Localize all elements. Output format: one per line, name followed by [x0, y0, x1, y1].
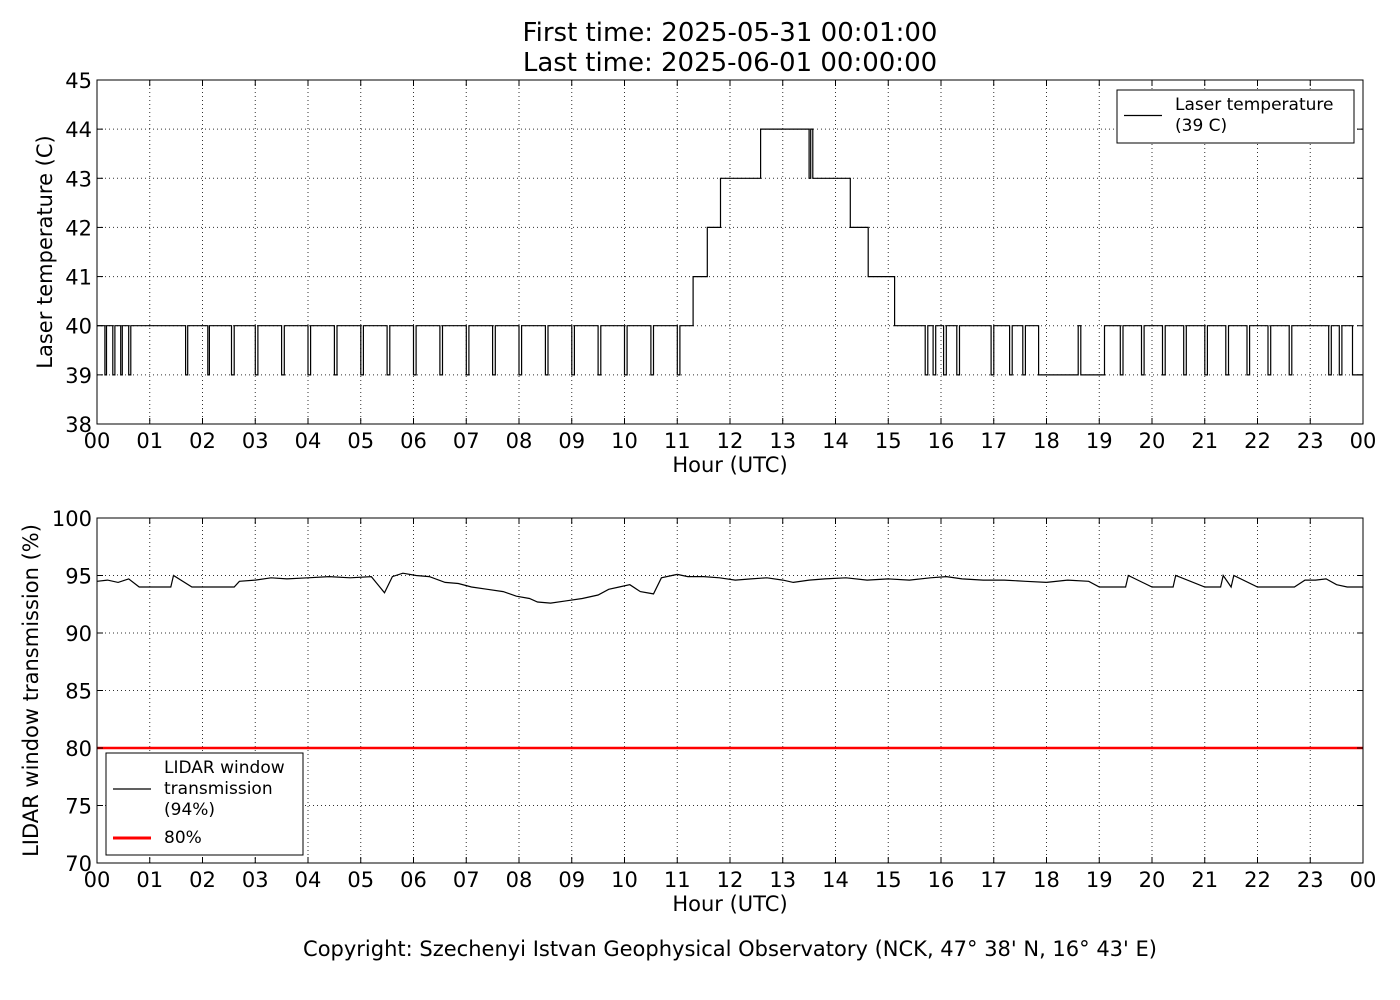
panel2-xtick-label: 05 — [347, 868, 374, 892]
panel1-ytick-label: 40 — [65, 315, 92, 339]
panel1-legend-label-1: Laser temperature — [1175, 95, 1333, 115]
panel1-xtick-label: 00 — [84, 429, 111, 453]
panel1-yaxis-label: Laser temperature (C) — [33, 135, 57, 368]
panel2-ytick-label: 80 — [65, 737, 92, 761]
panel2-legend-label-1: (94%) — [164, 800, 215, 820]
panel2-xtick-label: 14 — [822, 868, 849, 892]
panel1-plot: 00 01 02 03 04 05 06 07 08 09 10 11 12 13 14 15 16 17 18 19… — [33, 69, 1376, 477]
panel2-ytick-label: 85 — [65, 680, 92, 704]
panel1-xtick-label: 18 — [1033, 429, 1060, 453]
panel1-ytick-label: 43 — [65, 167, 92, 191]
panel1-xtick-label: 00 — [1350, 429, 1377, 453]
panel1-xtick-label: 20 — [1139, 429, 1166, 453]
panel2-xtick-label: 15 — [875, 868, 902, 892]
panel2-xtick-label: 19 — [1086, 868, 1113, 892]
panel2-legend-label-1: transmission — [164, 779, 273, 799]
panel1-series-1-line — [97, 128, 1363, 376]
panel2-xtick-label: 07 — [453, 868, 480, 892]
panel1-legend: Laser temperature(39 C) — [1116, 89, 1355, 144]
panel1-legend-label-1: (39 C) — [1175, 116, 1227, 136]
panel2-ytick-label: 70 — [65, 852, 92, 876]
panel2-xtick-label: 13 — [769, 868, 796, 892]
copyright-notice: Copyright: Szechenyi Istvan Geophysical … — [303, 937, 1157, 961]
panel2-xtick-label: 11 — [664, 868, 691, 892]
panel1-xtick-label: 16 — [928, 429, 955, 453]
chart-title-line-2: Last time: 2025-06-01 00:00:00 — [522, 48, 938, 78]
panel2-xtick-label: 20 — [1139, 868, 1166, 892]
panel2-xtick-label: 10 — [611, 868, 638, 892]
chart-title-line-1: First time: 2025-05-31 00:01:00 — [522, 18, 938, 48]
panel1-xtick-label: 03 — [242, 429, 269, 453]
panel2-xaxis-label: Hour (UTC) — [672, 892, 787, 916]
panel1-xtick-label: 15 — [875, 429, 902, 453]
panel1-ytick-label: 42 — [65, 216, 92, 240]
panel2-series-1-line — [96, 572, 1363, 604]
panel2-xtick-label: 00 — [84, 868, 111, 892]
panel1-xtick-label: 04 — [295, 429, 322, 453]
panel2-xtick-label: 16 — [928, 868, 955, 892]
panel2-ytick-label: 75 — [65, 795, 92, 819]
panel1-xtick-label: 11 — [664, 429, 691, 453]
panel1-ytick-label: 45 — [65, 69, 92, 93]
panel1-ytick-label: 41 — [65, 266, 92, 290]
panel2-xtick-label: 00 — [1350, 868, 1377, 892]
panel1-xtick-label: 22 — [1244, 429, 1271, 453]
panel1-xtick-label: 09 — [558, 429, 585, 453]
panel1-xtick-label: 21 — [1191, 429, 1218, 453]
panel2-plot: 00 01 02 03 04 05 06 07 08 09 10 11 12 13 14 15 16 17 18 19… — [19, 507, 1376, 916]
panel2-xtick-label: 17 — [980, 868, 1007, 892]
panel1-ytick-label: 39 — [65, 364, 92, 388]
panel2-legend-label-2: 80% — [164, 828, 202, 848]
panel2-xtick-label: 02 — [189, 868, 216, 892]
panel2-ytick-label: 90 — [65, 622, 92, 646]
panel2-xtick-label: 12 — [717, 868, 744, 892]
panel2-xtick-label: 03 — [242, 868, 269, 892]
panel2-yaxis-label: LIDAR window transmission (%) — [19, 524, 43, 857]
panel1-xtick-label: 07 — [453, 429, 480, 453]
panel2-legend-label-1: LIDAR window — [164, 758, 285, 778]
panel1-ytick-label: 44 — [65, 118, 92, 142]
panel2-xtick-label: 01 — [136, 868, 163, 892]
panel1-xaxis-label: Hour (UTC) — [672, 453, 787, 477]
panel2-ytick-label: 100 — [52, 507, 92, 531]
panel1-xtick-label: 13 — [769, 429, 796, 453]
panel1-xtick-label: 05 — [347, 429, 374, 453]
panel2-xtick-label: 08 — [506, 868, 533, 892]
panel1-xtick-label: 10 — [611, 429, 638, 453]
panel1-xtick-label: 14 — [822, 429, 849, 453]
panel1-xtick-label: 23 — [1297, 429, 1324, 453]
panel1-legend-box — [1116, 89, 1355, 144]
panel1-xtick-label: 02 — [189, 429, 216, 453]
panel2-xtick-label: 23 — [1297, 868, 1324, 892]
panel1-xtick-label: 12 — [717, 429, 744, 453]
panel1-xtick-label: 08 — [506, 429, 533, 453]
panel1-ytick-label: 38 — [65, 413, 92, 437]
panel2-xtick-label: 06 — [400, 868, 427, 892]
panel2-xtick-label: 09 — [558, 868, 585, 892]
panel2-xtick-label: 04 — [295, 868, 322, 892]
panel1-xtick-label: 01 — [136, 429, 163, 453]
panel1-xtick-label: 17 — [980, 429, 1007, 453]
panel2-xtick-label: 18 — [1033, 868, 1060, 892]
panel2-xtick-label: 21 — [1191, 868, 1218, 892]
panel2-ytick-label: 95 — [65, 565, 92, 589]
panel2-xtick-label: 22 — [1244, 868, 1271, 892]
panel1-xtick-label: 19 — [1086, 429, 1113, 453]
panel1-xtick-label: 06 — [400, 429, 427, 453]
